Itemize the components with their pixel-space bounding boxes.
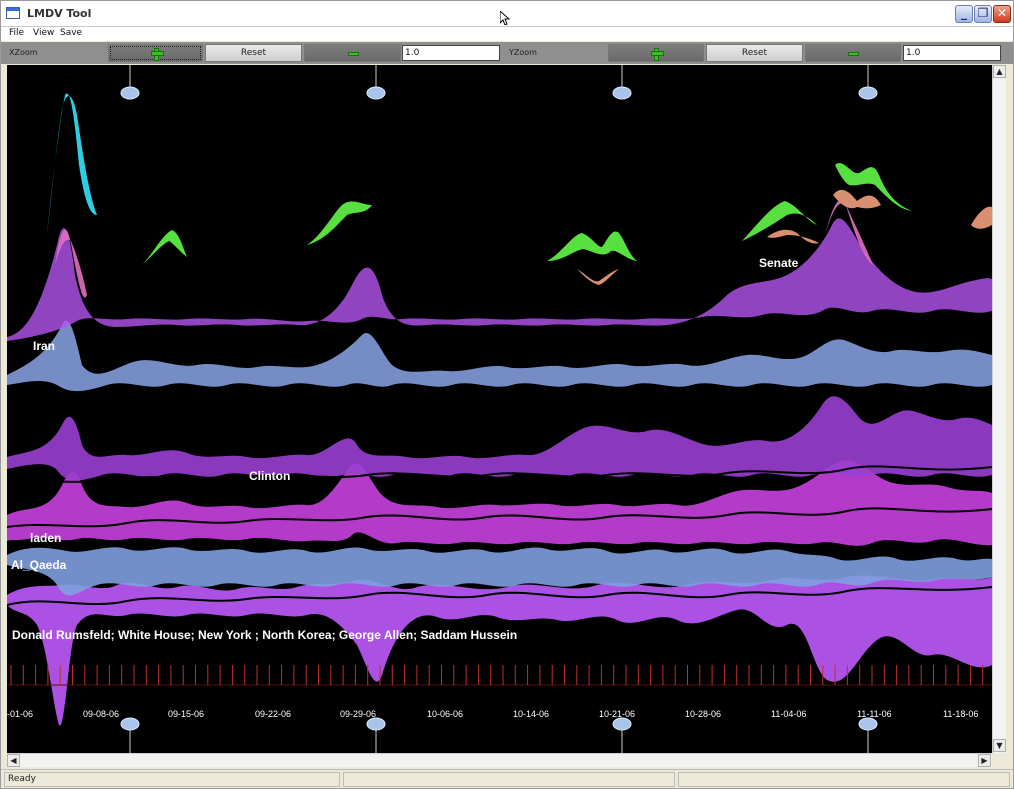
status-bar: Ready	[1, 769, 1013, 788]
scroll-left-icon[interactable]: ◀	[7, 754, 20, 767]
slider-handle	[612, 717, 632, 731]
maximize-button[interactable]: ❐	[974, 5, 992, 23]
stream-band	[767, 229, 819, 244]
date-axis: -01-06 09-08-06 09-15-06 09-22-06 09-29-…	[7, 709, 978, 719]
date-label: 10-21-06	[599, 709, 635, 719]
slider-handle	[858, 717, 878, 731]
menu-bar: File View Save	[1, 27, 1013, 41]
xzoom-out-button[interactable]	[304, 44, 401, 62]
minus-icon	[347, 52, 359, 56]
stream-band	[307, 201, 372, 245]
slider-handles-top[interactable]	[120, 65, 878, 100]
stream-band	[835, 162, 912, 211]
scroll-right-icon[interactable]: ▶	[978, 754, 991, 767]
mouse-cursor-icon	[500, 11, 510, 25]
date-label: 09-22-06	[255, 709, 291, 719]
date-label: 10-14-06	[513, 709, 549, 719]
stream-layers	[7, 93, 992, 726]
plus-icon	[651, 48, 664, 61]
topic-label-al-qaeda: Al_Qaeda	[11, 558, 67, 572]
stream-band	[142, 230, 187, 265]
date-label: 11-11-06	[857, 709, 892, 719]
stream-band	[7, 320, 992, 392]
stream-band	[7, 396, 992, 481]
stream-band	[7, 460, 992, 546]
menu-save[interactable]: Save	[60, 28, 83, 38]
xzoom-label: XZoom	[9, 48, 38, 57]
stream-band	[577, 269, 619, 285]
date-label: 11-04-06	[771, 709, 806, 719]
topic-label-group: Donald Rumsfeld; White House; New York ;…	[12, 628, 517, 642]
stream-band	[825, 200, 873, 265]
status-cell-2	[343, 772, 675, 787]
status-text: Ready	[4, 772, 340, 787]
status-cell-3	[678, 772, 1010, 787]
stream-band	[971, 206, 992, 229]
slider-handles-bottom[interactable]	[120, 717, 878, 753]
menu-file[interactable]: File	[9, 28, 25, 38]
slider-handle	[366, 717, 386, 731]
stream-band	[547, 231, 637, 261]
date-label: 10-28-06	[685, 709, 721, 719]
visualization-canvas[interactable]: -01-06 09-08-06 09-15-06 09-22-06 09-29-…	[7, 65, 992, 753]
tick-mark-group	[10, 665, 984, 685]
yzoom-reset-button[interactable]: Reset	[706, 44, 803, 62]
stream-band	[833, 189, 881, 209]
plus-icon	[150, 48, 164, 61]
horizontal-scrollbar[interactable]: ◀ ▶	[7, 753, 992, 767]
date-label: 09-15-06	[168, 709, 204, 719]
stream-separator	[7, 507, 992, 528]
xzoom-in-button[interactable]	[108, 44, 203, 62]
menu-view[interactable]: View	[33, 28, 55, 38]
date-label: 09-29-06	[340, 709, 376, 719]
minus-icon	[848, 52, 859, 56]
slider-handle	[120, 86, 140, 100]
stream-separator	[7, 586, 992, 606]
topic-label-laden: laden	[30, 531, 61, 545]
yzoom-input[interactable]: 1.0	[903, 45, 1001, 61]
stream-band	[7, 547, 992, 596]
topic-label-iran: Iran	[33, 339, 55, 353]
slider-handle	[366, 86, 386, 100]
slider-handle	[612, 86, 632, 100]
stream-separator	[7, 465, 992, 484]
topic-label-clinton: Clinton	[249, 469, 290, 483]
topic-stream-graph[interactable]: -01-06 09-08-06 09-15-06 09-22-06 09-29-…	[7, 65, 992, 753]
stream-band	[742, 201, 817, 241]
stream-band	[47, 93, 97, 235]
stream-band	[7, 218, 992, 341]
scroll-down-icon[interactable]: ▼	[993, 739, 1006, 752]
window-title: LMDV Tool	[27, 7, 92, 20]
stream-band	[7, 575, 992, 726]
yzoom-label: YZoom	[509, 48, 537, 57]
minimize-button[interactable]: _	[955, 5, 973, 23]
app-window-icon	[6, 7, 20, 19]
slider-handle	[858, 86, 878, 100]
slider-handle	[120, 717, 140, 731]
date-label: 10-06-06	[427, 709, 463, 719]
scroll-up-icon[interactable]: ▲	[993, 65, 1006, 78]
xzoom-reset-button[interactable]: Reset	[205, 44, 302, 62]
close-button[interactable]: ✕	[993, 5, 1011, 23]
yzoom-in-button[interactable]	[608, 44, 704, 62]
topic-label-senate: Senate	[759, 256, 799, 270]
title-bar: LMDV Tool _ ❐ ✕	[1, 1, 1013, 27]
zoom-toolbar: XZoom Reset 1.0 YZoom Reset 1.0	[1, 42, 1013, 64]
yzoom-out-button[interactable]	[805, 44, 901, 62]
stream-band	[55, 229, 87, 298]
date-label: 09-08-06	[83, 709, 119, 719]
timeline-ticks	[7, 665, 992, 686]
date-label: -01-06	[7, 709, 33, 719]
vertical-scrollbar[interactable]: ▲ ▼	[992, 65, 1006, 753]
topic-labels: Iran Clinton laden Al_Qaeda Senate Donal…	[11, 256, 799, 642]
xzoom-input[interactable]: 1.0	[402, 45, 500, 61]
date-label: 11-18-06	[943, 709, 978, 719]
